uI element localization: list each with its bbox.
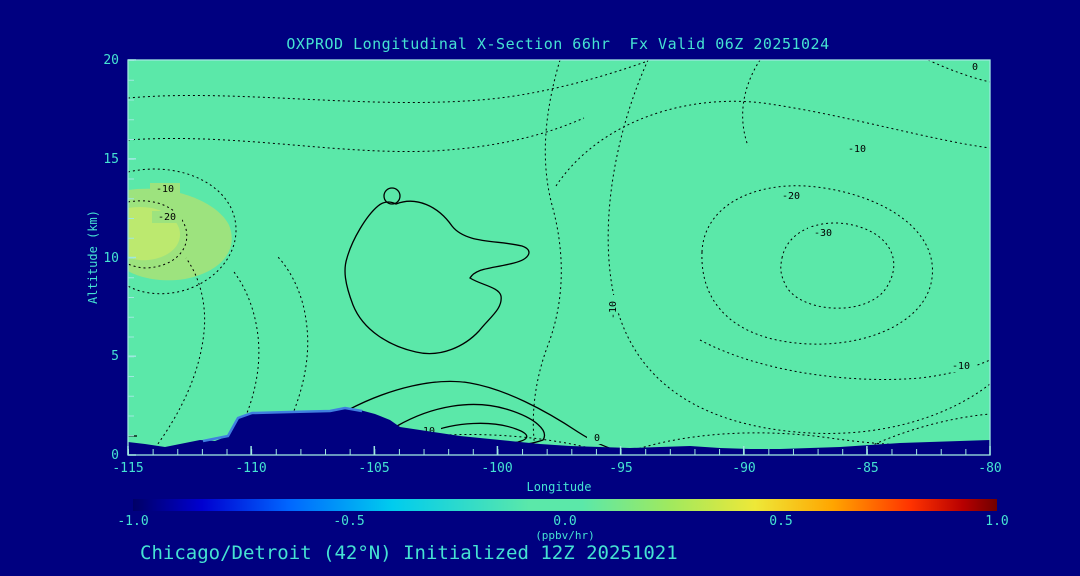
contour-label: -30 — [808, 227, 838, 239]
colorbar-units-label: (ppbv/hr) — [535, 529, 595, 542]
x-tick-label: -115 — [112, 461, 143, 476]
solid-contour — [344, 200, 530, 355]
x-tick-label: -80 — [978, 461, 1001, 476]
contour-label-text: -10 — [608, 301, 619, 319]
y-axis-label: Altitude (km) — [86, 210, 100, 304]
solid-contour — [383, 187, 401, 205]
dotted-contour — [128, 200, 188, 269]
contour-label-bg — [946, 360, 976, 372]
contour-label-text: -20 — [782, 191, 800, 202]
x-tick-label: -90 — [732, 461, 755, 476]
colorbar-tick-label: -1.0 — [117, 514, 149, 529]
contour-label-bg — [842, 143, 872, 155]
dotted-contour — [555, 100, 990, 187]
contour-label-bg — [152, 211, 182, 223]
dotted-contour — [701, 185, 933, 345]
x-tick-label: -100 — [481, 461, 512, 476]
contour-label: -20 — [152, 211, 182, 223]
terrain-edge-highlight — [202, 406, 363, 443]
contour-label-bg — [150, 183, 180, 195]
contour-label-text: 0 — [594, 433, 600, 444]
contour-label: -20 — [776, 190, 806, 202]
x-tick-label: -110 — [235, 461, 266, 476]
contour-label: -10 — [842, 143, 872, 155]
contour-label-bg — [776, 190, 806, 202]
contour-label-bg — [606, 295, 618, 325]
terrain — [128, 408, 990, 455]
dotted-contour — [927, 60, 990, 83]
y-tick-label: 10 — [103, 251, 119, 266]
y-tick-label: 5 — [111, 349, 119, 364]
dotted-contour — [128, 117, 585, 153]
contour-label: 0 — [587, 432, 607, 444]
contour-label-text: -10 — [952, 361, 970, 372]
contour-label-text: -10 — [848, 144, 866, 155]
plot-title: OXPROD Longitudinal X-Section 66hr Fx Va… — [286, 35, 830, 53]
dotted-contour — [742, 60, 761, 147]
x-tick-label: -85 — [855, 461, 878, 476]
colorbar-tick-label: -0.5 — [333, 514, 365, 529]
y-tick-label: 15 — [103, 152, 119, 167]
dotted-contour — [780, 222, 895, 309]
colorbar-tick-label: 1.0 — [985, 514, 1009, 529]
contour-layer: 0 -10 -20 -30 -10 -10 — [128, 60, 990, 455]
contour-label-text: -20 — [158, 212, 176, 223]
contour-label-text: 0 — [972, 62, 978, 73]
contour-label: -10 — [150, 183, 180, 195]
dotted-contour — [128, 61, 646, 103]
colorbar-tick-label: 0.0 — [553, 514, 577, 529]
x-tick-label: -105 — [358, 461, 389, 476]
contour-label: 0 — [965, 61, 985, 73]
contour-label: -10 — [946, 360, 976, 372]
contour-label-bg — [587, 432, 607, 444]
y-tick-label: 0 — [111, 448, 119, 463]
x-tick-label: -95 — [609, 461, 632, 476]
contour-label: -10 — [606, 295, 619, 325]
contour-label-text: -30 — [814, 228, 832, 239]
y-tick-label: 20 — [103, 53, 119, 68]
contour-label-bg — [808, 227, 838, 239]
dotted-contour — [532, 60, 562, 455]
plot-area — [128, 60, 990, 455]
x-axis-label: Longitude — [526, 480, 591, 494]
major-ticks — [127, 59, 991, 456]
colorbar-tick-label: 0.5 — [769, 514, 793, 529]
contour-label-text: -10 — [156, 184, 174, 195]
contour-label-bg — [965, 61, 985, 73]
colorbar — [133, 499, 997, 511]
plot-caption: Chicago/Detroit (42°N) Initialized 12Z 2… — [140, 542, 678, 564]
